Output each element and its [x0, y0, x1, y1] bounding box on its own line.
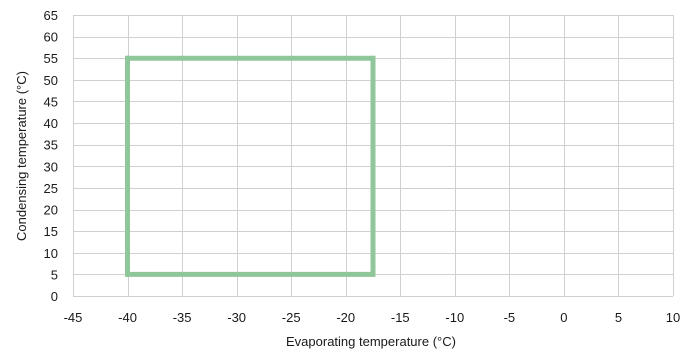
x-tick-label: -10 — [445, 310, 464, 325]
y-tick-label: 15 — [44, 224, 58, 239]
series-group — [125, 55, 376, 277]
x-tick-label: 10 — [666, 310, 680, 325]
x-tick-label: -15 — [391, 310, 410, 325]
x-tick-label: -20 — [336, 310, 355, 325]
y-tick-label: 30 — [44, 159, 58, 174]
y-tick-label: 60 — [44, 30, 58, 45]
x-tick-label: 5 — [615, 310, 622, 325]
x-tick-label: 0 — [560, 310, 567, 325]
x-tick-label: -35 — [173, 310, 192, 325]
y-tick-label: 45 — [44, 94, 58, 109]
y-tick-label: 40 — [44, 116, 58, 131]
x-tick-label: -30 — [227, 310, 246, 325]
y-axis-title: Condensing temperature (°C) — [14, 71, 29, 241]
x-tick-label: -40 — [118, 310, 137, 325]
y-tick-label: 55 — [44, 51, 58, 66]
x-tick-label: -45 — [64, 310, 83, 325]
y-tick-label: 0 — [51, 289, 58, 304]
y-tick-label: 35 — [44, 138, 58, 153]
y-axis-ticks: 0 5 10 15 20 25 30 35 40 45 50 55 60 65 — [44, 8, 58, 304]
y-tick-label: 50 — [44, 73, 58, 88]
x-axis-ticks: -45 -40 -35 -30 -25 -20 -15 -10 -5 0 5 10 — [64, 310, 681, 325]
series-point — [370, 271, 376, 277]
y-tick-label: 10 — [44, 246, 58, 261]
series-point — [125, 55, 131, 61]
series-point — [370, 55, 376, 61]
y-tick-label: 20 — [44, 203, 58, 218]
series-point — [125, 271, 131, 277]
x-tick-label: -25 — [282, 310, 301, 325]
x-axis-title: Evaporating temperature (°C) — [286, 334, 456, 349]
y-tick-label: 25 — [44, 181, 58, 196]
y-tick-label: 5 — [51, 267, 58, 282]
x-tick-label: -5 — [504, 310, 516, 325]
y-tick-label: 65 — [44, 8, 58, 23]
